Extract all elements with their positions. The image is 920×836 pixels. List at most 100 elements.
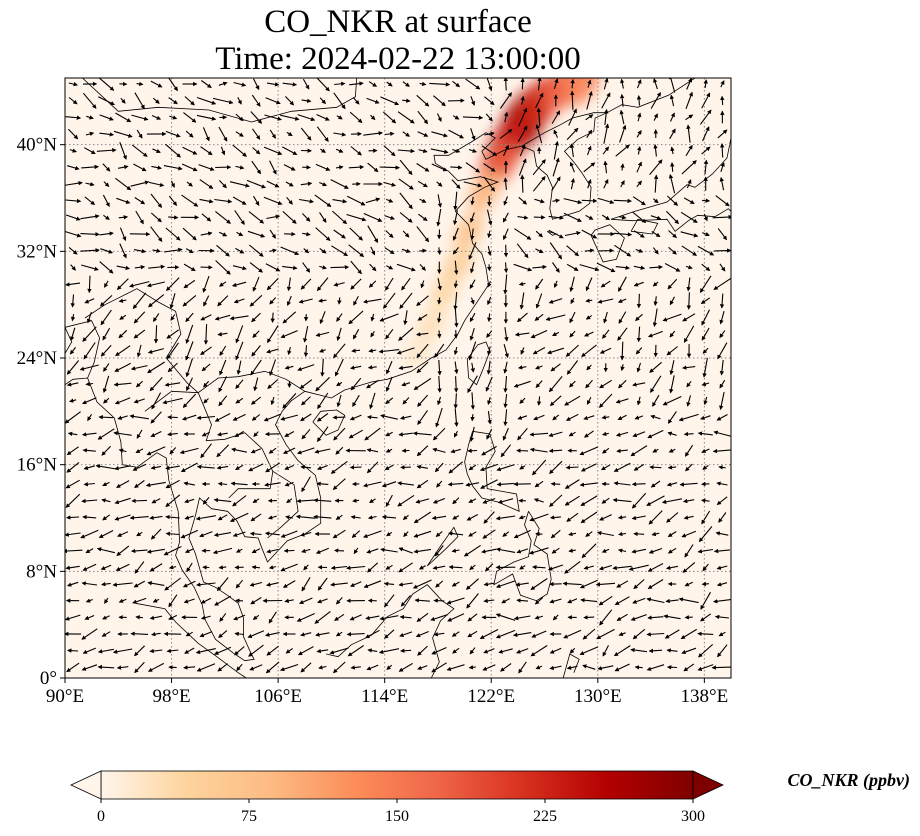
wind-arrow (368, 348, 377, 353)
wind-arrow (631, 492, 647, 509)
wind-arrow (647, 579, 664, 589)
wind-arrow (234, 646, 245, 656)
wind-arrow (301, 476, 311, 493)
wind-arrow (269, 359, 277, 377)
wind-arrow (314, 610, 331, 624)
wind-arrow (217, 481, 228, 487)
wind-arrow (332, 661, 346, 674)
wind-arrow (219, 613, 227, 622)
wind-arrow (168, 614, 178, 620)
wind-arrow (233, 614, 246, 621)
wind-arrow (519, 565, 526, 570)
wind-arrow (295, 514, 316, 519)
wind-arrow (70, 294, 75, 308)
wind-arrow (432, 427, 446, 441)
wind-arrow (683, 431, 694, 437)
wind-arrow (346, 565, 366, 571)
wind-arrow (217, 663, 228, 672)
wind-arrow (484, 563, 494, 572)
wind-arrow (504, 327, 509, 342)
wind-arrow (81, 397, 97, 405)
wind-arrow (535, 278, 544, 290)
wind-arrow (567, 598, 578, 604)
wind-arrow (437, 359, 442, 376)
wind-arrow (682, 498, 695, 504)
coastline-segment (464, 430, 520, 512)
wind-arrow (718, 465, 726, 470)
wind-arrow (435, 580, 444, 588)
wind-arrow (487, 313, 492, 323)
wind-arrow (318, 665, 327, 670)
wind-arrow (301, 548, 311, 553)
wind-arrow (648, 648, 663, 654)
wind-arrow (503, 376, 508, 393)
wind-arrow (136, 344, 142, 358)
wind-arrow (180, 462, 198, 473)
wind-arrow (519, 465, 526, 470)
wind-arrow (562, 581, 582, 586)
wind-arrow (437, 375, 442, 393)
wind-arrow (698, 526, 713, 543)
wind-arrow (495, 580, 516, 589)
wind-arrow (669, 360, 675, 376)
wind-arrow (348, 310, 364, 325)
lon-tick-label: 106°E (254, 686, 302, 707)
wind-arrow (368, 280, 377, 288)
wind-arrow (448, 531, 464, 536)
colorbar-label: CO_NKR (ppbv) (787, 770, 911, 790)
wind-arrow (487, 264, 492, 272)
wind-arrow (335, 514, 343, 520)
wind-arrow (201, 363, 211, 372)
wind-arrow (470, 414, 475, 422)
wind-arrow (199, 531, 213, 538)
wind-arrow (268, 611, 277, 624)
wind-arrow (716, 496, 728, 506)
wind-arrow (585, 531, 593, 537)
wind-arrow (682, 365, 696, 370)
wind-arrow (636, 293, 642, 309)
wind-arrow (495, 613, 516, 621)
wind-arrow (203, 398, 209, 404)
wind-arrow (199, 631, 213, 638)
wind-arrow (415, 498, 430, 504)
wind-arrow (466, 593, 479, 609)
wind-arrow (486, 360, 492, 375)
wind-arrow (519, 397, 526, 404)
wind-arrow (333, 282, 345, 287)
wind-arrow (534, 480, 544, 488)
wind-arrow (285, 647, 293, 654)
wind-arrow (486, 330, 493, 338)
wind-arrow (247, 630, 265, 638)
wind-arrow (667, 547, 677, 554)
wind-arrow (685, 444, 694, 457)
wind-arrow (533, 498, 544, 503)
wind-arrow (66, 581, 79, 587)
wind-arrow (581, 198, 598, 204)
wind-arrow (366, 379, 379, 389)
wind-arrow (370, 313, 375, 322)
wind-arrow (163, 546, 182, 556)
wind-arrow (397, 494, 415, 507)
wind-arrow (668, 448, 676, 453)
wind-arrow (164, 577, 182, 591)
wind-arrow (496, 464, 515, 472)
wind-arrow (602, 645, 609, 657)
wind-arrow (135, 615, 143, 620)
wind-arrow (718, 512, 727, 523)
wind-arrow (418, 565, 426, 570)
wind-arrow (113, 431, 132, 436)
wind-arrow (146, 548, 165, 554)
wind-arrow (116, 278, 129, 291)
wind-arrow (531, 630, 547, 638)
wind-arrow (697, 664, 714, 671)
wind-arrow (101, 631, 111, 637)
wind-arrow (633, 531, 645, 537)
wind-arrow (334, 358, 344, 377)
wind-arrow (300, 662, 312, 673)
wind-arrow (565, 413, 579, 421)
wind-arrow (132, 292, 147, 310)
wind-arrow (719, 379, 726, 389)
wind-arrow (630, 647, 648, 653)
wind-arrow (417, 665, 428, 670)
wind-arrow (569, 380, 576, 388)
